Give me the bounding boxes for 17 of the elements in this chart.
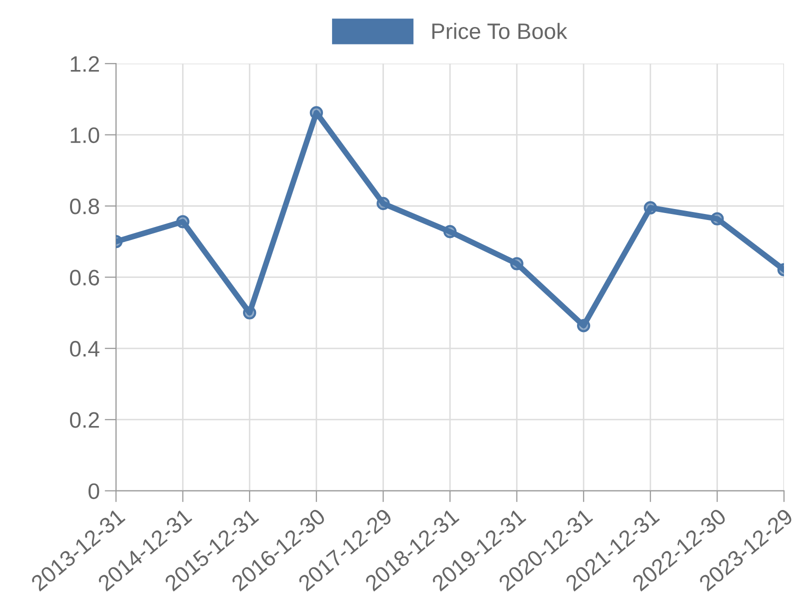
- point: [310, 106, 323, 120]
- y-tick-label: 0.4: [70, 340, 100, 357]
- point: [376, 196, 390, 210]
- y-tick-label: 0: [88, 483, 100, 500]
- point: [644, 201, 657, 214]
- legend-label: Price To Book: [432, 22, 568, 40]
- y-tick-label: 1.0: [70, 127, 100, 144]
- y-tick-label: 1.2: [70, 56, 99, 72]
- point: [510, 257, 524, 270]
- point: [176, 215, 190, 228]
- point: [577, 319, 590, 332]
- y-tick-label: 0.2: [70, 412, 99, 428]
- point: [710, 212, 724, 226]
- y-tick-label: 0.8: [70, 198, 100, 214]
- y-tick-label: 0.6: [70, 270, 100, 286]
- point: [243, 306, 256, 320]
- point: [443, 225, 457, 238]
